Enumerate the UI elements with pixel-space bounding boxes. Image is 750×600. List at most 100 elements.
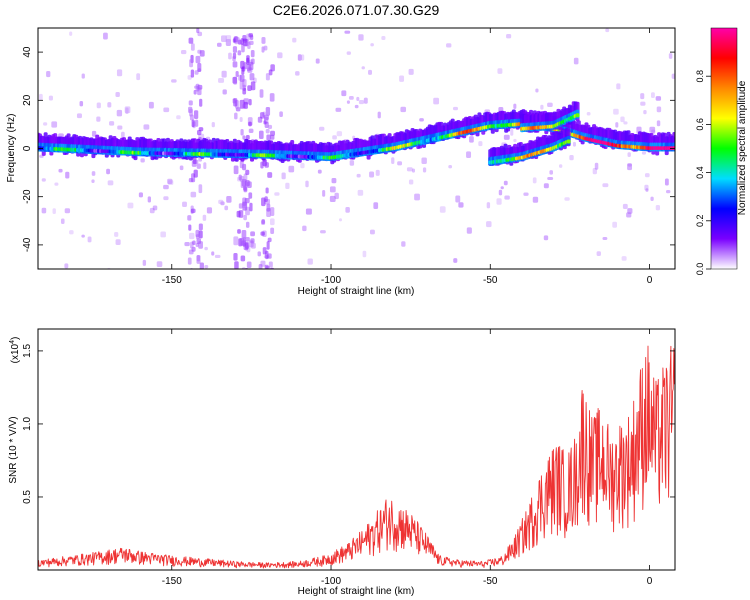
heatmap-cell — [224, 205, 229, 211]
snr-y-ticks: 0.5 1.0 1.5 — [22, 344, 675, 504]
spectrogram-y-ticks: -40 -20 0 20 40 — [22, 46, 675, 252]
heatmap-cell — [221, 70, 227, 78]
heatmap-cell — [620, 116, 625, 123]
spectrogram-cells — [38, 28, 675, 269]
heatmap-cell — [96, 116, 101, 122]
heatmap-cell — [240, 38, 244, 45]
heatmap-cell — [242, 201, 247, 209]
heatmap-cell — [602, 236, 608, 241]
heatmap-cell — [263, 120, 267, 125]
heatmap-cell — [651, 92, 655, 98]
heatmap-cell — [248, 121, 252, 127]
heatmap-cell — [338, 218, 342, 222]
heatmap-cell — [246, 57, 250, 65]
heatmap-cell — [644, 173, 650, 178]
heatmap-cell — [239, 99, 245, 109]
snr-y-label: SNR (10 * V/V) — [8, 416, 19, 483]
heatmap-cell — [81, 234, 85, 238]
heatmap-cell — [622, 203, 628, 209]
chart-title: C2E6.2026.071.07.30.G29 — [273, 2, 440, 18]
heatmap-cell — [232, 46, 238, 53]
heatmap-cell — [532, 177, 537, 184]
heatmap-cell — [305, 180, 309, 188]
y-tick-label: 0 — [22, 145, 33, 151]
heatmap-cell — [357, 189, 364, 196]
heatmap-cell — [58, 168, 63, 173]
heatmap-cell — [187, 257, 192, 265]
heatmap-cell — [564, 197, 570, 201]
spectrogram-panel: -150 -100 -50 0 -40 -20 0 20 40 Height of strai… — [6, 27, 676, 297]
heatmap-cell — [506, 34, 512, 39]
heatmap-cell — [225, 39, 231, 46]
heatmap-cell — [239, 238, 244, 246]
heatmap-cell — [319, 126, 325, 131]
heatmap-cell — [274, 192, 280, 196]
heatmap-cell — [331, 177, 337, 184]
heatmap-cell — [167, 178, 173, 184]
heatmap-cell — [206, 207, 213, 214]
heatmap-cell — [199, 98, 203, 107]
x-tick-label: -100 — [321, 275, 341, 286]
heatmap-cell — [196, 28, 200, 34]
heatmap-cell — [136, 73, 141, 81]
heatmap-cell — [281, 172, 286, 180]
heatmap-cell — [250, 238, 255, 244]
heatmap-cell — [513, 103, 517, 109]
heatmap-cell — [596, 251, 601, 256]
heatmap-cell — [569, 154, 574, 161]
heatmap-cell — [163, 107, 170, 113]
heatmap-cell — [422, 167, 427, 173]
colorbar-ticks: 0.0 0.2 0.4 0.6 0.8 — [695, 70, 711, 275]
snr-background — [38, 329, 675, 570]
heatmap-cell — [187, 75, 192, 80]
heatmap-cell — [167, 180, 174, 185]
heatmap-cell — [263, 45, 268, 51]
y-tick-label: 40 — [22, 46, 33, 58]
heatmap-cell — [196, 255, 201, 264]
heatmap-cell — [498, 189, 503, 196]
heatmap-cell — [399, 75, 405, 82]
colorbar-tick-label: 0.4 — [695, 166, 705, 179]
y-tick-label: -40 — [22, 237, 33, 252]
heatmap-cell — [453, 258, 458, 263]
x-tick-label: -50 — [483, 275, 498, 286]
heatmap-cell — [234, 261, 239, 269]
heatmap-cell — [179, 165, 184, 171]
heatmap-cell — [270, 218, 275, 226]
colorbar-label: Normalized spectral amplitude — [737, 80, 748, 215]
heatmap-cell — [250, 242, 256, 249]
heatmap-cell — [419, 118, 424, 122]
heatmap-cell — [605, 28, 610, 33]
heatmap-cell — [369, 229, 375, 235]
x-tick-label: 0 — [647, 275, 653, 286]
heatmap-cell — [247, 181, 252, 189]
snr-series-line — [38, 345, 675, 569]
heatmap-cell — [182, 201, 187, 208]
colorbar-scale — [710, 27, 738, 270]
heatmap-cell — [204, 246, 208, 251]
heatmap-cell — [297, 54, 302, 61]
heatmap-cell — [107, 180, 114, 186]
snr-frame — [37, 328, 676, 571]
heatmap-cell — [334, 192, 339, 200]
heatmap-cell — [288, 165, 295, 173]
heatmap-cell — [586, 111, 591, 116]
heatmap-cell — [250, 50, 255, 58]
heatmap-cell — [466, 227, 472, 234]
heatmap-cell — [124, 106, 131, 114]
heatmap-cell — [218, 77, 225, 83]
heatmap-cell — [627, 152, 631, 158]
heatmap-cell — [243, 214, 247, 221]
heatmap-cell — [510, 129, 514, 136]
heatmap-cell — [221, 35, 227, 43]
heatmap-cell — [573, 57, 579, 65]
heatmap-cell — [500, 186, 504, 190]
spectrogram-x-label: Height of straight line (km) — [298, 286, 415, 297]
heatmap-cell — [329, 186, 336, 193]
heatmap-cell — [575, 113, 580, 118]
heatmap-cell — [190, 69, 195, 78]
spectrogram-x-ticks: -150 -100 -50 0 — [162, 28, 653, 286]
heatmap-cell — [613, 108, 619, 115]
heatmap-cell — [248, 192, 253, 199]
heatmap-cell — [260, 231, 265, 236]
